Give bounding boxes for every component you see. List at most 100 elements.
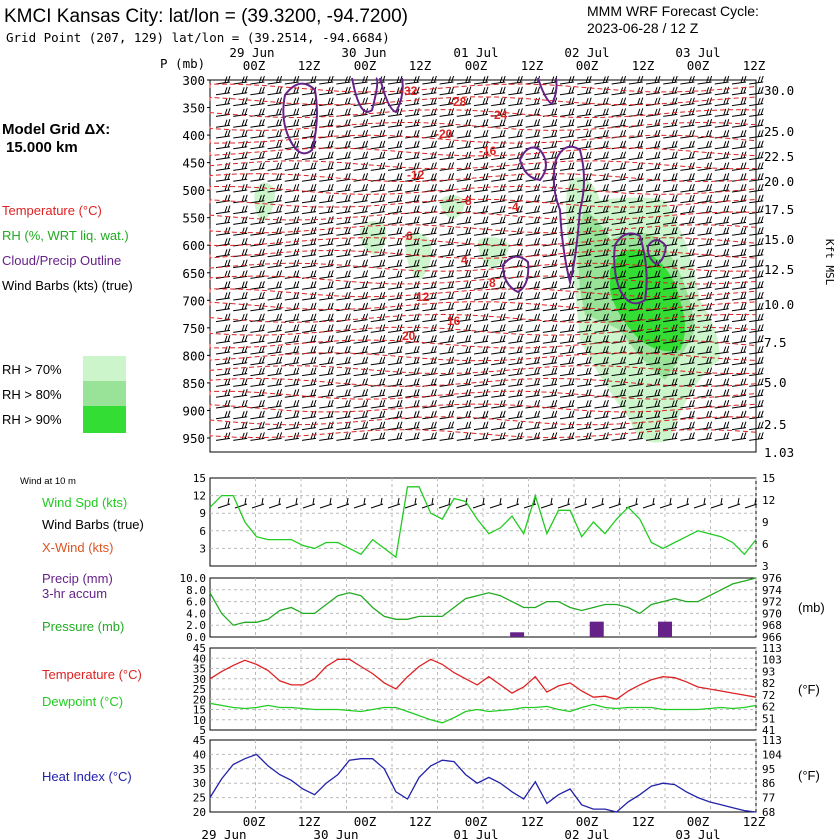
wind-barb <box>491 410 506 420</box>
isotherm-line <box>209 198 757 208</box>
wind-barb <box>628 75 644 85</box>
wind-barb <box>353 162 369 171</box>
top-hour-label: 12Z <box>632 58 655 73</box>
wind-barb <box>491 75 506 85</box>
surface-wind-barb <box>387 497 401 509</box>
wind-barb <box>594 129 609 139</box>
wind-barb <box>387 162 403 171</box>
isotherm-label: -20 <box>435 127 453 141</box>
wind-barb <box>473 421 489 431</box>
surface-wind-barb <box>710 497 724 509</box>
wind-barb <box>336 270 351 279</box>
isotherm-line <box>209 96 757 106</box>
wind-barb <box>542 421 558 431</box>
wind-barb <box>387 335 403 344</box>
wind-barb <box>353 216 369 225</box>
wind-barb <box>387 227 403 236</box>
wind-barb <box>749 194 764 204</box>
wind-barb <box>559 86 575 96</box>
heat-index-line <box>209 753 757 813</box>
wind-barb <box>508 356 523 366</box>
wind-barb <box>645 227 661 236</box>
wind-barb <box>267 140 283 150</box>
wind-barb <box>233 205 248 215</box>
wind-barb <box>714 216 730 225</box>
wind-barb <box>731 291 747 301</box>
wind-barb <box>645 216 661 225</box>
wind-barb <box>508 205 523 215</box>
wind-barb <box>370 432 386 441</box>
wind-barb <box>680 410 695 420</box>
wind-barb <box>577 324 592 333</box>
left-tick-label: 45 <box>193 642 206 655</box>
top-hour-label: 00Z <box>687 58 710 73</box>
wind-barb <box>525 291 541 301</box>
wind-barb <box>577 237 592 247</box>
height-tick-label: 1.03 <box>764 445 794 460</box>
wind-barb <box>387 421 403 431</box>
wind-barb <box>697 345 713 355</box>
wind-barb <box>491 302 506 312</box>
left-tick-label: 45 <box>193 734 206 747</box>
wind-barb <box>663 291 678 301</box>
wind-barb <box>215 335 231 344</box>
wind-barb <box>405 227 420 236</box>
wind-barb <box>508 302 523 312</box>
height-tick-label: 22.5 <box>764 149 794 164</box>
legend-temperature: Temperature (°C) <box>2 203 102 218</box>
wind-barb <box>508 335 523 344</box>
wind-barb <box>267 313 283 323</box>
wind-barb <box>267 345 283 355</box>
isotherm-line <box>209 403 757 413</box>
wind-barb <box>215 216 231 225</box>
wind-barb <box>439 237 455 247</box>
wind-barb <box>508 324 523 333</box>
wind-barb <box>353 378 369 387</box>
wind-barb <box>370 108 386 117</box>
left-tick-label: 9 <box>199 507 206 520</box>
wind-barb <box>508 108 523 117</box>
wind-barb <box>749 421 764 431</box>
wind-barb <box>749 183 764 193</box>
wind-barb <box>628 183 644 193</box>
wind-barb <box>731 410 747 420</box>
pressure-line <box>209 577 757 626</box>
wind-barb <box>370 291 386 301</box>
wind-barb <box>525 129 541 139</box>
wind-barb <box>714 119 730 128</box>
wind-barb <box>697 227 713 236</box>
wind-barb <box>663 410 678 420</box>
wind-barb <box>456 86 472 96</box>
right-tick-label: 82 <box>762 677 775 690</box>
wind-barb <box>577 356 592 366</box>
height-tick-label: 2.5 <box>764 417 787 432</box>
wind-panel: 15 12 9 6 3 15 12 9 6 3 Wind at 10 m Wind Spd (kts)… <box>20 472 775 573</box>
wind-barb <box>628 432 644 441</box>
isotherm-label: 12 <box>416 290 430 304</box>
pressure-tick-label: 350 <box>182 101 205 116</box>
wind-barb <box>387 410 403 420</box>
wind-barb <box>456 227 472 236</box>
wind-barb <box>301 356 317 366</box>
wind-barb <box>387 151 403 161</box>
left-tick-label: 10.0 <box>180 572 207 585</box>
height-tick-label: 25.0 <box>764 124 794 139</box>
top-date-label: 02 Jul <box>564 45 609 60</box>
wind-barb <box>301 119 317 128</box>
wind-barb <box>370 205 386 215</box>
pressure-tick-label: 950 <box>182 431 205 446</box>
wind-barb <box>628 356 644 366</box>
wind-barb <box>645 335 661 344</box>
wind-barb <box>714 183 730 193</box>
wind-barb <box>336 389 351 398</box>
wind-barb <box>491 248 506 258</box>
wind-barb <box>233 75 248 85</box>
wind-barb <box>749 367 764 377</box>
wind-barb <box>594 421 609 431</box>
wind-barb <box>697 389 713 398</box>
cloud-outline-4 <box>518 146 547 182</box>
surface-wind-barb <box>642 497 656 509</box>
wind-barb <box>473 140 489 150</box>
height-tick-label: 7.5 <box>764 335 787 350</box>
